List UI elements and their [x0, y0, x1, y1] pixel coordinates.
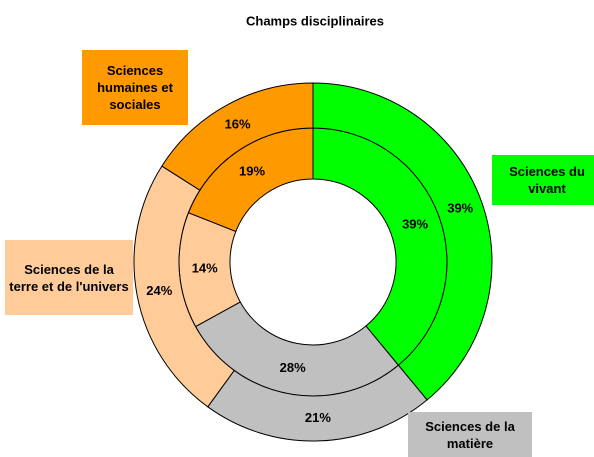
data-label: 16%	[225, 116, 251, 131]
data-label: 39%	[447, 200, 473, 215]
category-label: Sciences de la matière	[408, 412, 532, 457]
category-label: Sciences humaines et sociales	[82, 50, 188, 125]
chart-title: Champs disciplinaires	[246, 13, 384, 28]
data-label: 21%	[305, 410, 331, 425]
data-label: 39%	[402, 217, 428, 232]
category-label: Sciences du vivant	[492, 155, 594, 205]
data-label: 19%	[239, 164, 265, 179]
category-label: Sciences de la terre et de l'univers	[5, 240, 133, 315]
data-label: 28%	[280, 360, 306, 375]
data-label: 24%	[146, 283, 172, 298]
donut-segment	[312, 82, 493, 401]
data-label: 14%	[192, 260, 218, 275]
donut-segment	[161, 82, 314, 191]
